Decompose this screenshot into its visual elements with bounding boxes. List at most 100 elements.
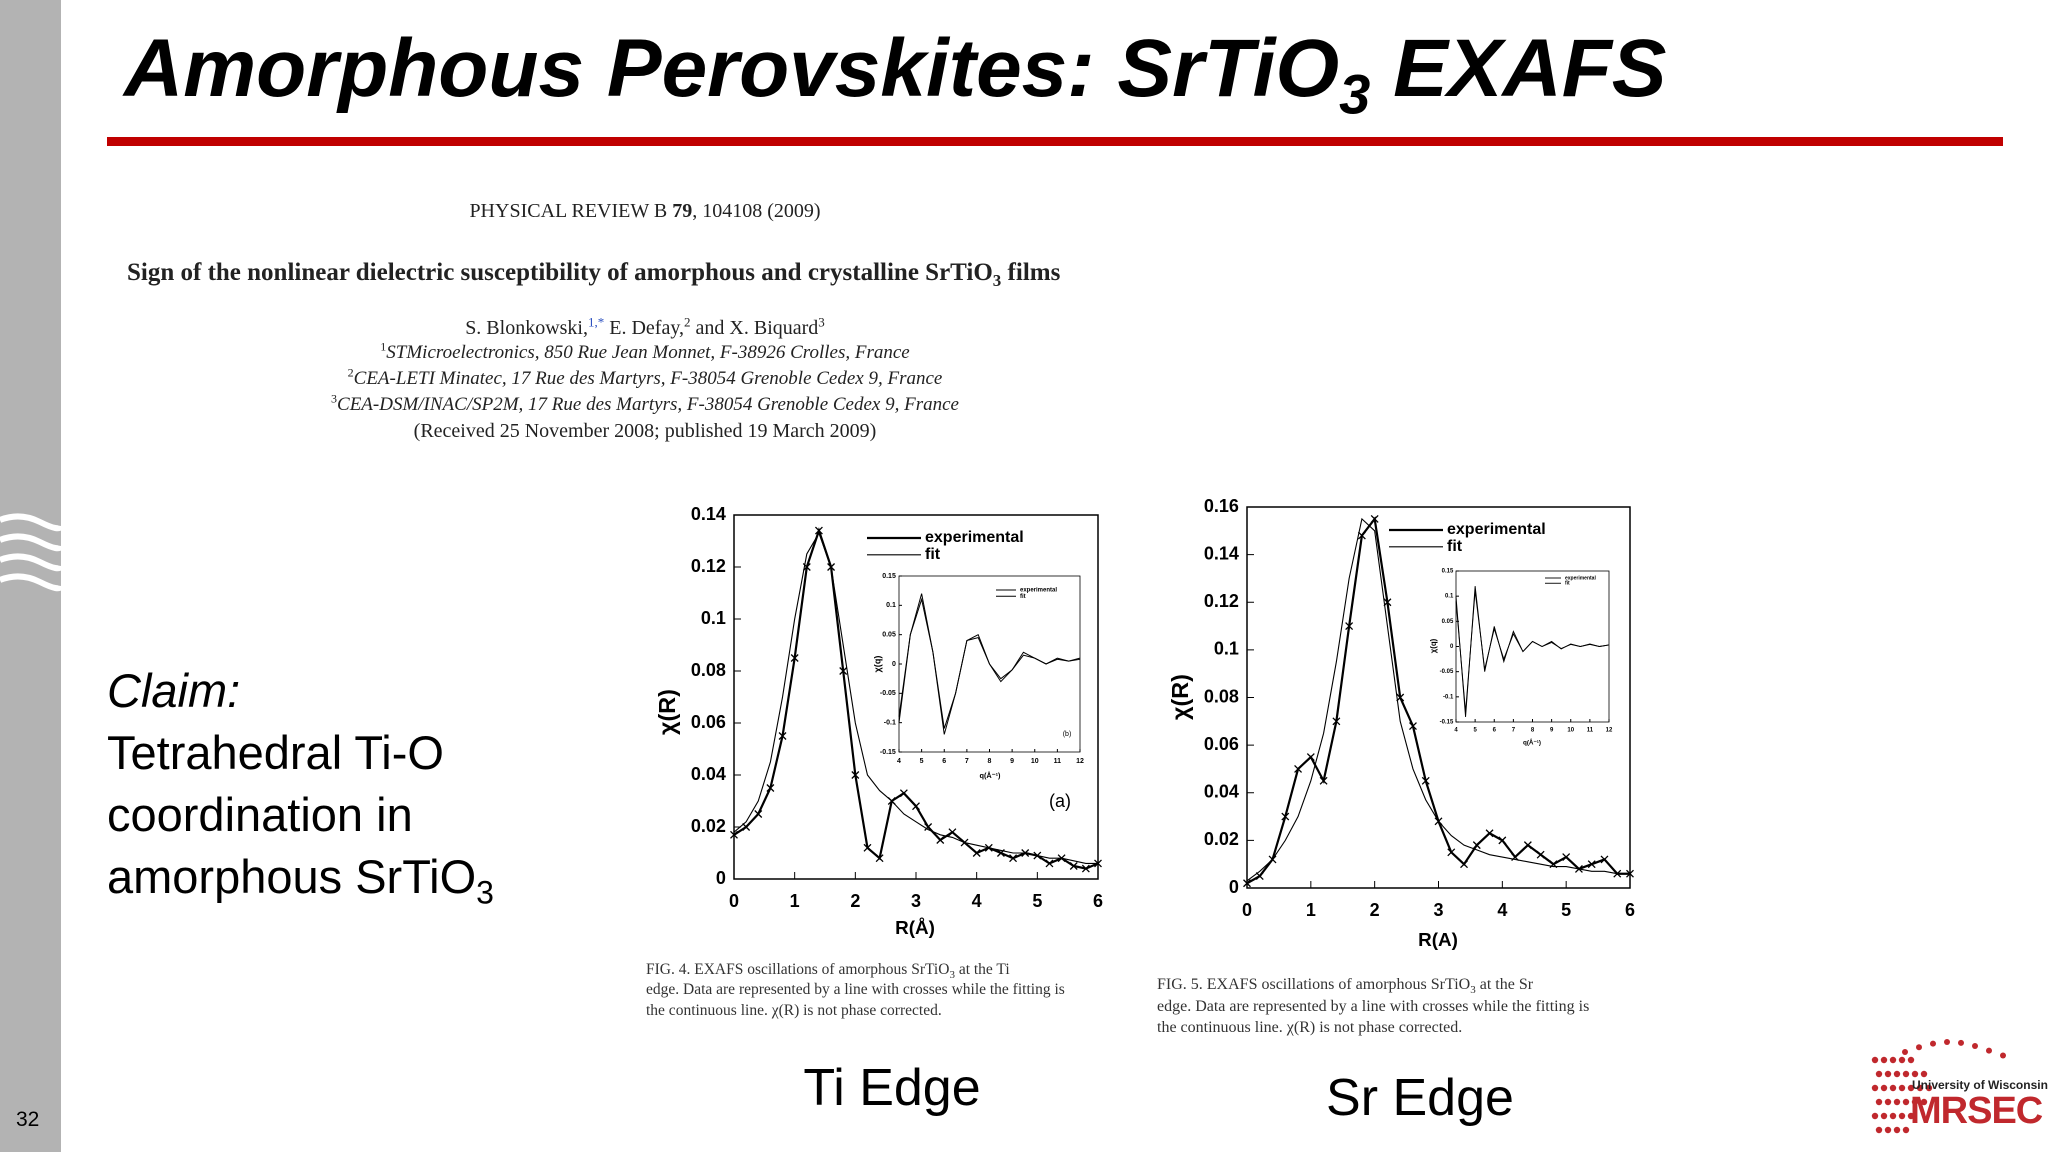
x-tick-label: 5 xyxy=(920,758,924,765)
data-marker xyxy=(1319,776,1328,785)
logo-dot xyxy=(1884,1126,1892,1134)
page-number: 32 xyxy=(16,1108,40,1131)
x-tick-label: 5 xyxy=(1561,900,1571,920)
x-tick-label: 1 xyxy=(1306,900,1316,920)
logo-dot xyxy=(1920,1098,1928,1106)
edge-label: Sr Edge xyxy=(1326,1069,1514,1127)
logo-dot xyxy=(2000,1052,2006,1059)
series-line xyxy=(733,527,1099,870)
y-tick-label: 0 xyxy=(1229,877,1239,897)
author-mark: 3 xyxy=(818,314,825,330)
chart: 00.020.040.060.080.10.120.140 1 2 3 4 5 6exper… xyxy=(654,504,1103,939)
paper-title-subscript: 3 xyxy=(992,271,1002,290)
y-tick-label: -0.15 xyxy=(880,749,896,756)
x-axis-label: R(A) xyxy=(1418,930,1458,951)
y-axis-label: χ(R) xyxy=(1167,674,1193,720)
x-tick-label: 8 xyxy=(988,758,992,765)
logo-name: MRSEC xyxy=(1910,1090,2043,1132)
affiliation-text: CEA-DSM/INAC/SP2M, 17 Rue des Martyrs, F… xyxy=(337,394,959,415)
logo-dot xyxy=(1884,1070,1892,1078)
logo-dot xyxy=(1907,1112,1915,1120)
y-tick-label: 0.1 xyxy=(1445,594,1454,600)
y-axis-label: χ(R) xyxy=(654,689,680,735)
data-marker xyxy=(1281,812,1290,821)
data-marker xyxy=(1485,829,1494,838)
annotation: (a) xyxy=(1049,791,1071,811)
claim-line: Tetrahedral Ti-O xyxy=(107,726,444,779)
x-tick-label: 4 xyxy=(1497,900,1507,920)
x-tick-label: 6 xyxy=(942,758,946,765)
data-marker xyxy=(851,771,860,779)
y-tick-label: -0.15 xyxy=(1440,720,1454,726)
logo-dot xyxy=(1898,1112,1906,1120)
x-tick-label: 10 xyxy=(1567,727,1574,733)
y-tick-label: 0.16 xyxy=(1204,496,1239,516)
y-tick-label: 0.06 xyxy=(1204,734,1239,754)
x-tick-label: 12 xyxy=(1606,727,1613,733)
y-tick-label: -0.1 xyxy=(884,720,896,727)
claim-text: amorphous SrTiO xyxy=(107,850,477,903)
data-marker xyxy=(924,823,933,831)
journal-volume: 79 xyxy=(672,200,693,222)
logo-dot xyxy=(1893,1098,1901,1106)
x-tick-label: 5 xyxy=(1473,727,1477,733)
x-tick-label: 1 xyxy=(790,891,800,911)
logo-dot xyxy=(1871,1084,1879,1092)
title-text: Amorphous Perovskites: SrTiO xyxy=(124,23,1340,114)
y-tick-label: 0.15 xyxy=(882,573,896,580)
logo-dot xyxy=(1911,1098,1919,1106)
x-tick-label: 10 xyxy=(1031,758,1039,765)
x-tick-label: 11 xyxy=(1587,727,1594,733)
y-tick-label: 0.1 xyxy=(886,602,896,609)
data-marker xyxy=(790,654,799,662)
paper-title-text: Sign of the nonlinear dielectric suscept… xyxy=(127,259,993,286)
data-marker xyxy=(1498,836,1507,845)
logo-dot xyxy=(1871,1056,1879,1064)
x-tick-label: 6 xyxy=(1493,727,1497,733)
slide-title: Amorphous Perovskites: SrTiO3 EXAFS xyxy=(124,22,1666,122)
data-marker xyxy=(912,802,920,811)
series-line xyxy=(733,531,1098,864)
y-tick-label: 0 xyxy=(1450,644,1454,650)
figure-caption: the continuous line. χ(R) is not phase c… xyxy=(646,1002,942,1020)
series-line xyxy=(1246,517,1630,882)
logo-dot xyxy=(1986,1047,1992,1054)
data-marker xyxy=(1536,850,1545,859)
data-marker xyxy=(730,830,738,839)
logo-dot xyxy=(1907,1084,1915,1092)
y-tick-label: -0.1 xyxy=(1443,694,1454,700)
title-subscript: 3 xyxy=(1339,62,1371,126)
logo-dot xyxy=(1902,1070,1910,1078)
y-tick-label: 0.12 xyxy=(1204,591,1239,611)
affiliation-mark: 2 xyxy=(347,365,354,380)
logo-dot xyxy=(1880,1112,1888,1120)
y-tick-label: 0.14 xyxy=(1204,543,1239,563)
author-mark: 1,* xyxy=(588,314,605,330)
y-tick-label: 0.04 xyxy=(691,764,726,784)
x-tick-label: 11 xyxy=(1054,758,1062,765)
x-tick-label: 3 xyxy=(911,891,921,911)
caption-text: edge. Data are represented by a line wit… xyxy=(1157,998,1590,1015)
x-axis-label: q(Å⁻¹) xyxy=(1523,738,1541,747)
y-tick-label: 0.04 xyxy=(1204,782,1239,802)
series-line xyxy=(1455,586,1610,718)
legend-label: experimental xyxy=(1447,521,1546,538)
figure-caption: the continuous line. χ(R) is not phase c… xyxy=(1157,1019,1462,1037)
journal-name: PHYSICAL REVIEW B xyxy=(469,200,673,222)
data-marker xyxy=(1587,860,1596,869)
data-marker xyxy=(1081,864,1090,873)
caption-text: at the Sr xyxy=(1475,976,1534,993)
x-tick-label: 9 xyxy=(1010,758,1014,765)
affiliation-text: STMicroelectronics, 850 Rue Jean Monnet,… xyxy=(386,342,910,363)
x-tick-label: 7 xyxy=(1512,727,1516,733)
legend-label: experimental xyxy=(1565,575,1596,581)
x-tick-label: 2 xyxy=(850,891,860,911)
data-marker xyxy=(1421,776,1430,785)
received: (Received 25 November 2008; published 19… xyxy=(413,420,877,442)
claim-line: coordination in xyxy=(107,788,413,841)
logo-dot xyxy=(1889,1056,1897,1064)
annotation: (b) xyxy=(1063,731,1072,738)
x-tick-label: 2 xyxy=(1370,900,1380,920)
author-mark: 2 xyxy=(684,314,691,330)
